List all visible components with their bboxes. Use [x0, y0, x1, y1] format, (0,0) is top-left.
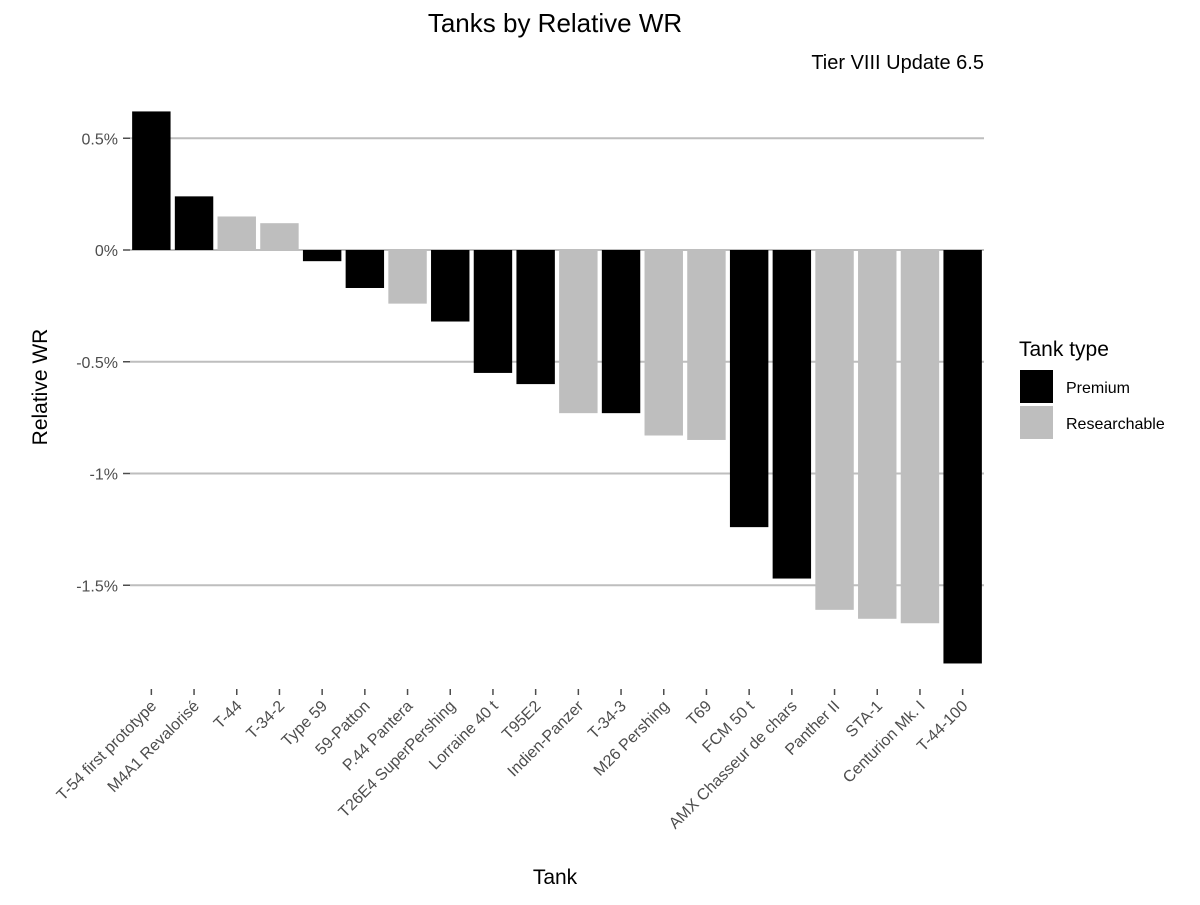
x-tick-label: T-44 — [211, 698, 246, 733]
bar — [473, 250, 513, 373]
x-tick-label: T69 — [684, 698, 716, 730]
bars — [132, 111, 982, 664]
legend-title: Tank type — [1019, 338, 1109, 361]
bar — [302, 250, 342, 262]
y-tick-label: 0.5% — [82, 131, 118, 148]
legend-key — [1020, 370, 1053, 403]
bar — [217, 216, 256, 250]
bar — [516, 250, 555, 385]
legend-label: Premium — [1066, 380, 1130, 397]
legend: Tank type Premium Researchable — [1019, 338, 1165, 439]
x-axis-title: Tank — [533, 866, 578, 889]
x-tick-label: M26 Pershing — [591, 698, 673, 780]
bar — [260, 223, 299, 250]
bar — [858, 250, 897, 619]
y-tick-label: -0.5% — [76, 355, 118, 372]
y-tick-label: 0% — [95, 243, 118, 260]
bar — [815, 250, 854, 610]
bar — [943, 250, 982, 664]
bar — [729, 250, 769, 528]
bar — [345, 250, 385, 288]
bar — [644, 250, 683, 436]
y-axis-title: Relative WR — [29, 329, 52, 446]
bar — [132, 111, 171, 251]
bar — [431, 250, 470, 322]
y-axis: 0.5% 0% -0.5% -1% -1.5% — [76, 131, 130, 595]
bar — [772, 250, 812, 579]
y-tick-label: -1.5% — [76, 578, 118, 595]
bar — [687, 250, 726, 440]
legend-label: Researchable — [1066, 416, 1165, 433]
legend-key — [1020, 406, 1053, 439]
y-tick-label: -1% — [90, 467, 118, 484]
x-tick-label: Indien-Panzer — [505, 697, 588, 780]
bar — [900, 250, 940, 624]
chart-subtitle: Tier VIII Update 6.5 — [811, 52, 984, 74]
bar — [601, 250, 641, 414]
chart-title: Tanks by Relative WR — [428, 8, 682, 38]
bar — [174, 196, 214, 250]
gridlines — [130, 137, 984, 587]
legend-items: Premium Researchable — [1020, 370, 1165, 439]
bar — [388, 250, 427, 304]
bar — [559, 250, 598, 414]
